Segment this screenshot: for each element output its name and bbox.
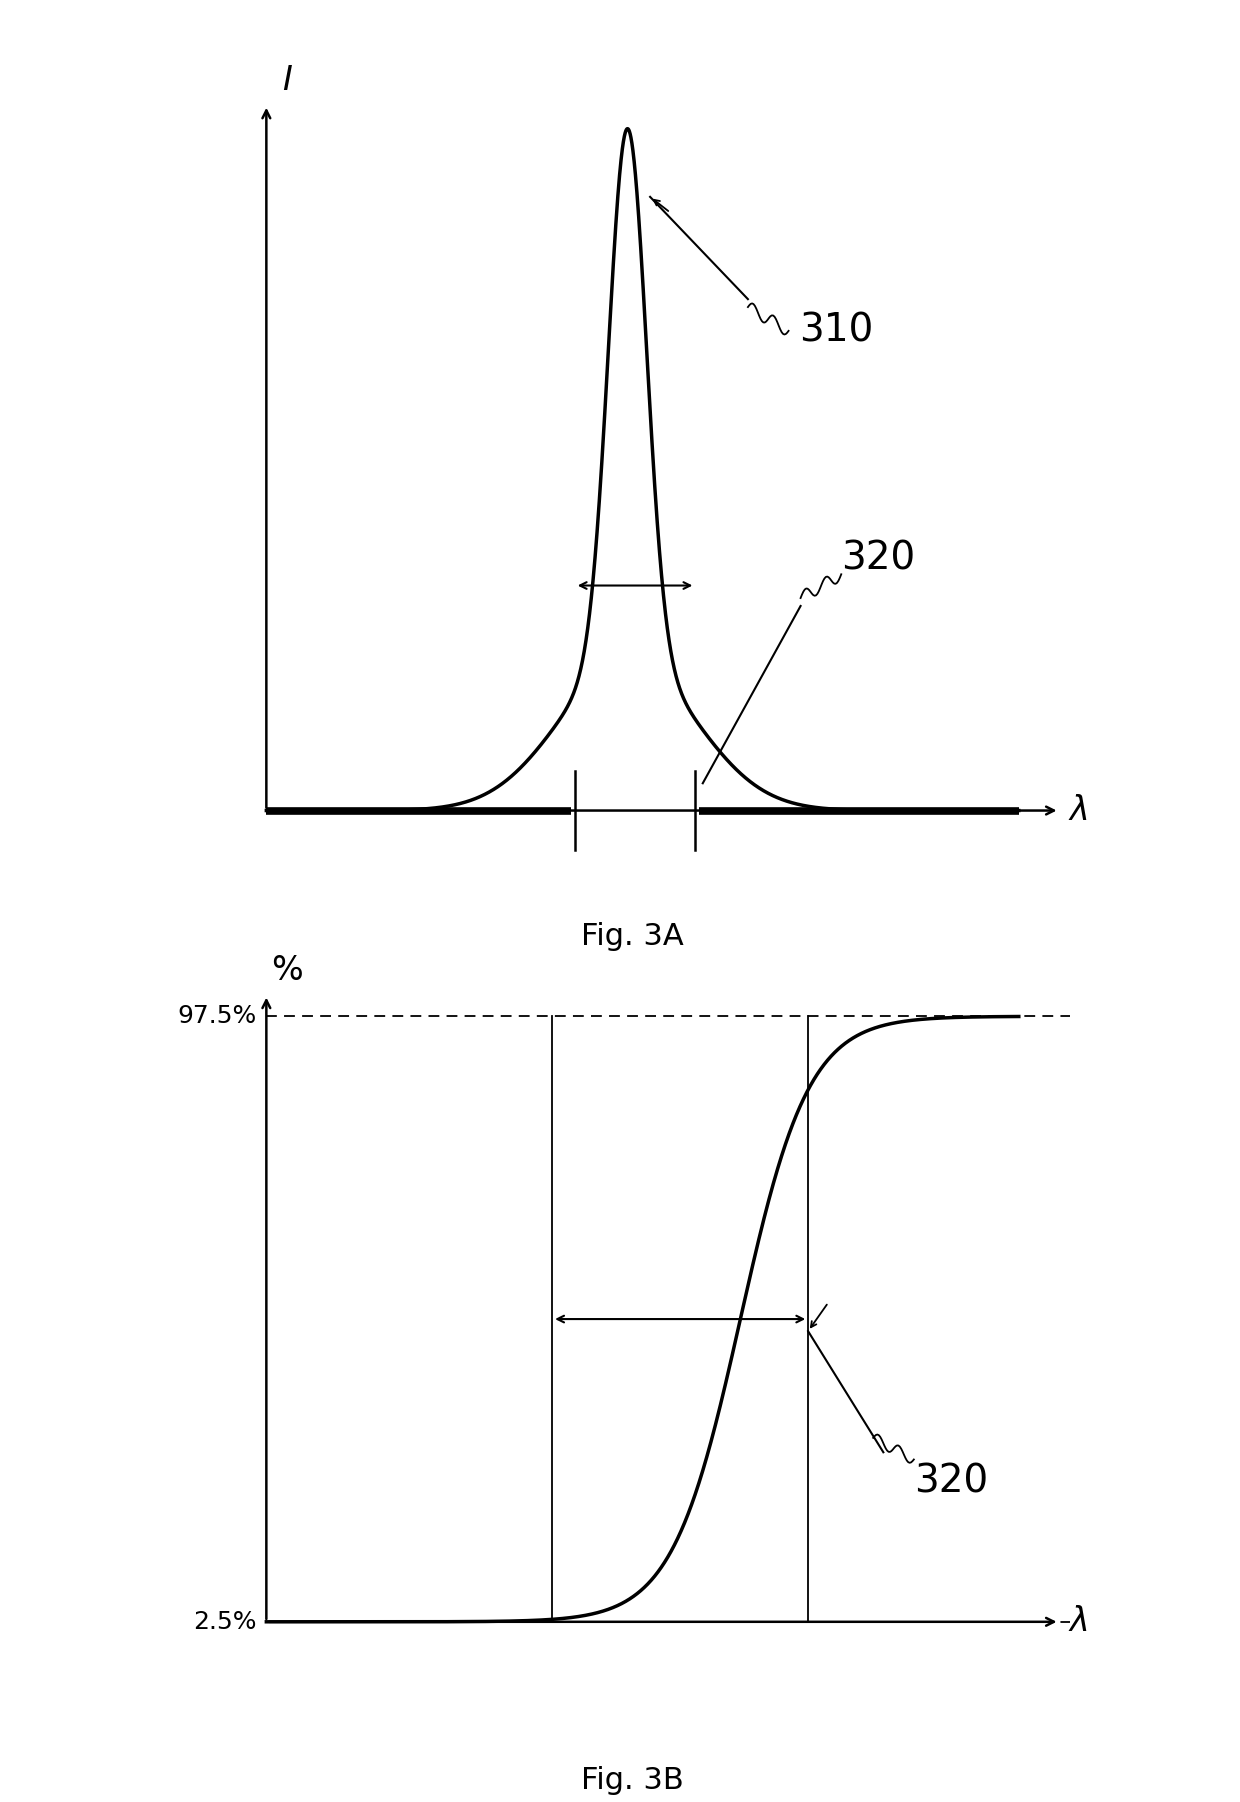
Text: I: I <box>281 63 291 97</box>
Text: 310: 310 <box>799 312 873 350</box>
Text: 2.5%: 2.5% <box>192 1609 257 1634</box>
Text: λ: λ <box>1070 1606 1090 1638</box>
Text: Fig. 3A: Fig. 3A <box>582 921 683 950</box>
Text: 97.5%: 97.5% <box>177 1004 257 1029</box>
Text: %: % <box>270 955 303 987</box>
Text: λ: λ <box>1070 795 1090 827</box>
Text: Fig. 3B: Fig. 3B <box>582 1766 683 1795</box>
Text: 320: 320 <box>841 539 915 577</box>
Text: 320: 320 <box>914 1461 988 1499</box>
